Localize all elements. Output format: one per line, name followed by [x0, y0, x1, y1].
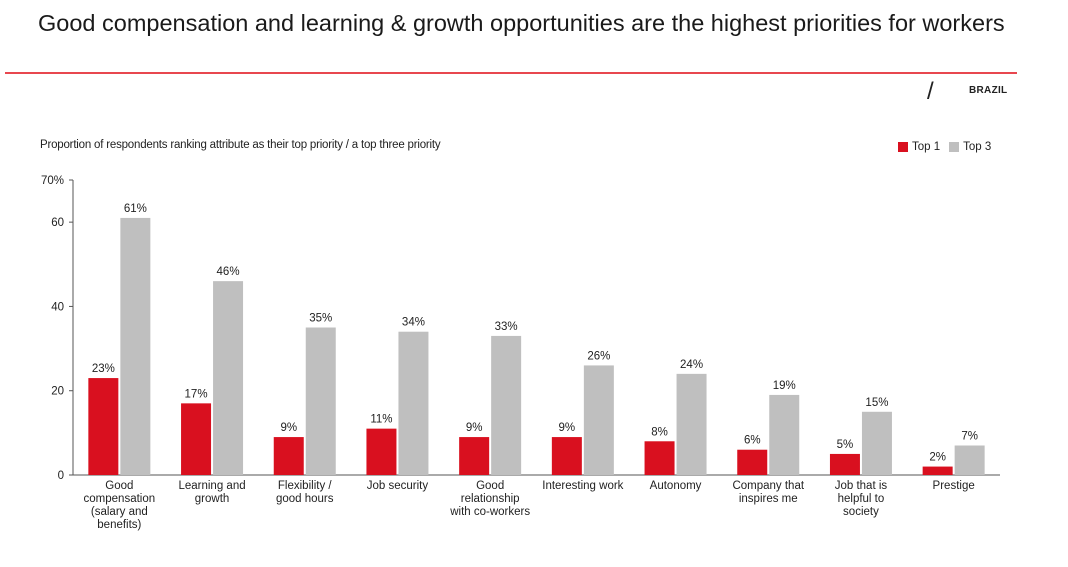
bar-top1	[644, 441, 675, 475]
bar-top3	[305, 327, 336, 475]
page-title: Good compensation and learning & growth …	[38, 10, 1005, 36]
data-label-top1: 9%	[466, 422, 483, 434]
data-label-top1: 6%	[744, 435, 761, 447]
bar-top1	[922, 466, 953, 475]
data-label-top3: 15%	[865, 397, 888, 409]
x-category-label: Job that is helpful to society	[835, 480, 888, 518]
y-tick-label: 0	[58, 470, 64, 482]
x-category-label: Job security	[367, 480, 429, 492]
bar-top1	[829, 453, 860, 475]
x-category-label: Good relationship with co-workers	[449, 480, 530, 518]
bar-top1	[551, 437, 582, 475]
bar-top1	[459, 437, 490, 475]
bar-top1	[88, 378, 119, 475]
data-label-top1: 17%	[185, 388, 208, 400]
bar-top1	[273, 437, 304, 475]
data-label-top3: 24%	[680, 359, 703, 371]
bar-top3	[213, 281, 244, 475]
data-label-top1: 8%	[651, 426, 668, 438]
bar-top1	[737, 449, 768, 475]
x-category-label: Learning and growth	[178, 480, 245, 505]
x-category-label: Good compensation (salary and benefits)	[84, 480, 156, 531]
chart-legend: Top 1 Top 3	[898, 141, 1000, 153]
y-tick-label: 40	[51, 301, 64, 313]
data-label-top1: 5%	[837, 439, 854, 451]
bar-top3	[676, 373, 707, 475]
legend-label-top3: Top 3	[963, 141, 992, 153]
y-tick-label: 70%	[41, 175, 64, 187]
y-tick-label: 60	[51, 217, 64, 229]
data-label-top3: 61%	[124, 203, 147, 215]
data-label-top3: 19%	[773, 380, 796, 392]
data-label-top3: 46%	[217, 266, 240, 278]
legend-swatch-top3	[949, 142, 960, 152]
data-label-top3: 26%	[587, 350, 610, 362]
x-category-label: Autonomy	[650, 480, 702, 492]
x-category-label: Prestige	[933, 480, 975, 492]
bar-top3	[583, 365, 614, 475]
data-label-top3: 34%	[402, 317, 425, 329]
bar-top3	[398, 331, 429, 475]
x-category-label: Flexibility / good hours	[276, 480, 334, 505]
data-label-top3: 33%	[495, 321, 518, 333]
bar-top1	[366, 428, 397, 475]
legend-label-top1: Top 1	[912, 141, 941, 153]
data-label-top3: 35%	[309, 313, 332, 325]
legend-item-top1: Top 1	[898, 141, 940, 153]
data-label-top3: 7%	[961, 431, 978, 443]
x-category-label: Company that inspires me	[732, 480, 804, 505]
data-label-top1: 9%	[559, 422, 576, 434]
region-separator: /	[927, 78, 934, 105]
data-label-top1: 23%	[92, 363, 115, 375]
data-label-top1: 11%	[370, 414, 392, 426]
bar-top3	[954, 445, 985, 475]
legend-item-top3: Top 3	[949, 141, 991, 153]
legend-swatch-top1	[898, 142, 908, 152]
x-category-label: Interesting work	[542, 480, 623, 492]
chart-subtitle: Proportion of respondents ranking attrib…	[40, 139, 441, 151]
bar-top1	[181, 403, 212, 475]
bar-top3	[491, 335, 522, 475]
data-label-top1: 2%	[929, 452, 946, 464]
title-divider	[5, 72, 1017, 74]
bar-top3	[120, 217, 151, 475]
region-label: BRAZIL	[969, 85, 1008, 96]
bar-top3	[769, 394, 800, 475]
bar-top3	[861, 411, 892, 475]
data-label-top1: 9%	[280, 422, 297, 434]
y-tick-label: 20	[51, 386, 64, 398]
